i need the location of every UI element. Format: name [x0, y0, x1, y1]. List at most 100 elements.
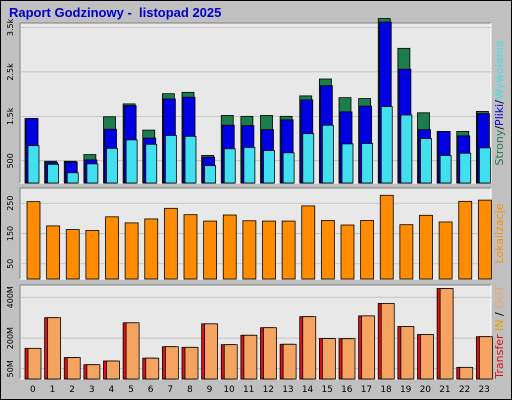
bar-wywolania — [27, 145, 40, 184]
bar-transfer-out — [204, 323, 219, 380]
y-tick-label: 200M — [6, 327, 15, 349]
legend-segment: Transfer — [493, 334, 506, 380]
bar-lokalizacje — [399, 224, 414, 280]
bar-transfer-out — [243, 334, 258, 380]
bar-transfer-out — [478, 336, 493, 380]
legend-segment: IN — [493, 319, 506, 334]
bars-hits — [24, 18, 491, 184]
bar-lokalizacje — [183, 214, 198, 280]
bar-transfer-out — [145, 357, 160, 380]
bar-lokalizacje — [26, 201, 41, 280]
bar-lokalizacje — [105, 216, 119, 280]
bar-wywolania — [400, 114, 413, 184]
bar-lokalizacje — [242, 220, 257, 280]
y-tick-label: 3.5k — [6, 18, 15, 36]
bar-transfer-out — [47, 317, 62, 380]
bar-lokalizacje — [458, 200, 473, 280]
bar-lokalizacje — [163, 207, 178, 280]
bar-lokalizacje — [85, 230, 100, 280]
bar-lokalizacje — [46, 225, 61, 280]
y-axis-hits: 500 1.5k 2.5k 3.5k — [6, 18, 491, 168]
x-tick-label: 22 — [459, 385, 470, 395]
bar-lokalizacje — [262, 220, 276, 280]
bar-wywolania — [380, 106, 393, 184]
bar-transfer-out — [341, 338, 356, 380]
bar-wywolania — [66, 172, 79, 184]
bar-wywolania — [478, 147, 491, 184]
bars-transfer — [24, 288, 493, 380]
x-axis-hours: 0 1 2 3 4 5 6 7 8 9 10 11 12 13 14 15 16 17 18 19 20 21 22 23 — [30, 385, 490, 395]
y-tick-label: 2.5k — [6, 63, 15, 81]
x-tick-label: 2 — [69, 385, 75, 395]
bar-lokalizacje — [65, 229, 80, 280]
bar-wywolania — [125, 139, 138, 184]
legend-lokalizacje: Lokalizacje — [493, 203, 506, 263]
legend-segment: Lokalizacje — [493, 203, 506, 263]
bar-lokalizacje — [360, 220, 375, 280]
bar-transfer-out — [263, 327, 277, 380]
bar-transfer-out — [125, 322, 140, 380]
bar-transfer-out — [420, 334, 434, 380]
y-tick-label: 500 — [6, 153, 15, 168]
x-tick-label: 18 — [380, 385, 392, 395]
x-tick-label: 9 — [207, 385, 213, 395]
legend-segment: OUT — [493, 285, 506, 309]
bar-lokalizacje — [222, 214, 237, 280]
bar-wywolania — [47, 163, 60, 184]
bar-transfer-out — [86, 364, 101, 380]
bar-wywolania — [341, 143, 354, 184]
bar-transfer-out — [459, 366, 474, 380]
bar-wywolania — [204, 165, 217, 184]
legend-segment: / — [493, 100, 506, 104]
x-tick-label: 15 — [321, 385, 332, 395]
bar-transfer-out — [400, 326, 415, 380]
legend-segment: Pliki — [493, 104, 506, 126]
panel-strony-pliki-wywolania — [19, 22, 492, 184]
bar-lokalizacje — [124, 222, 139, 280]
x-tick-label: 13 — [282, 385, 293, 395]
x-tick-label: 4 — [108, 385, 114, 395]
bar-wywolania — [282, 152, 295, 184]
legend-segment: Strony — [493, 129, 506, 165]
bar-transfer-out — [439, 288, 454, 380]
x-tick-label: 16 — [341, 385, 353, 395]
x-tick-label: 7 — [167, 385, 173, 395]
bar-lokalizacje — [438, 221, 453, 280]
bar-transfer-out — [361, 315, 376, 380]
bar-transfer-out — [282, 343, 297, 380]
x-tick-label: 12 — [263, 385, 274, 395]
x-tick-label: 23 — [478, 385, 489, 395]
bar-wywolania — [223, 148, 236, 184]
x-tick-label: 8 — [187, 385, 193, 395]
legend-segment: / — [493, 309, 506, 320]
bar-transfer-out — [164, 346, 179, 380]
bar-wywolania — [420, 138, 432, 184]
bar-lokalizacje — [144, 218, 159, 280]
bar-lokalizacje — [477, 199, 492, 280]
bar-transfer-out — [223, 344, 238, 380]
bar-transfer-out — [321, 338, 336, 380]
bar-transfer-out — [106, 360, 120, 380]
bar-wywolania — [321, 124, 334, 184]
bar-transfer-out — [27, 347, 42, 380]
x-tick-label: 21 — [439, 385, 450, 395]
x-tick-label: 3 — [89, 385, 95, 395]
x-tick-label: 5 — [128, 385, 134, 395]
y-tick-label: 50M — [6, 360, 15, 377]
legend-segment: / — [493, 126, 506, 130]
bar-wywolania — [106, 147, 118, 184]
legend-transfer: Transfer IN / OUT — [493, 285, 506, 380]
x-tick-label: 1 — [50, 385, 56, 395]
bar-lokalizacje — [301, 205, 316, 280]
x-tick-label: 6 — [148, 385, 154, 395]
bar-lokalizacje — [281, 220, 296, 280]
x-tick-label: 17 — [361, 385, 372, 395]
bar-wywolania — [361, 143, 374, 184]
y-tick-label: 50 — [6, 259, 15, 269]
report-title: Raport Godzinowy - listopad 2025 — [9, 5, 222, 20]
legend-strony-pliki-wywolania: Strony/Pliki/Wywolania — [493, 41, 506, 166]
bar-wywolania — [243, 147, 256, 184]
y-tick-label: 400M — [6, 286, 15, 308]
bar-lokalizacje — [340, 224, 355, 280]
